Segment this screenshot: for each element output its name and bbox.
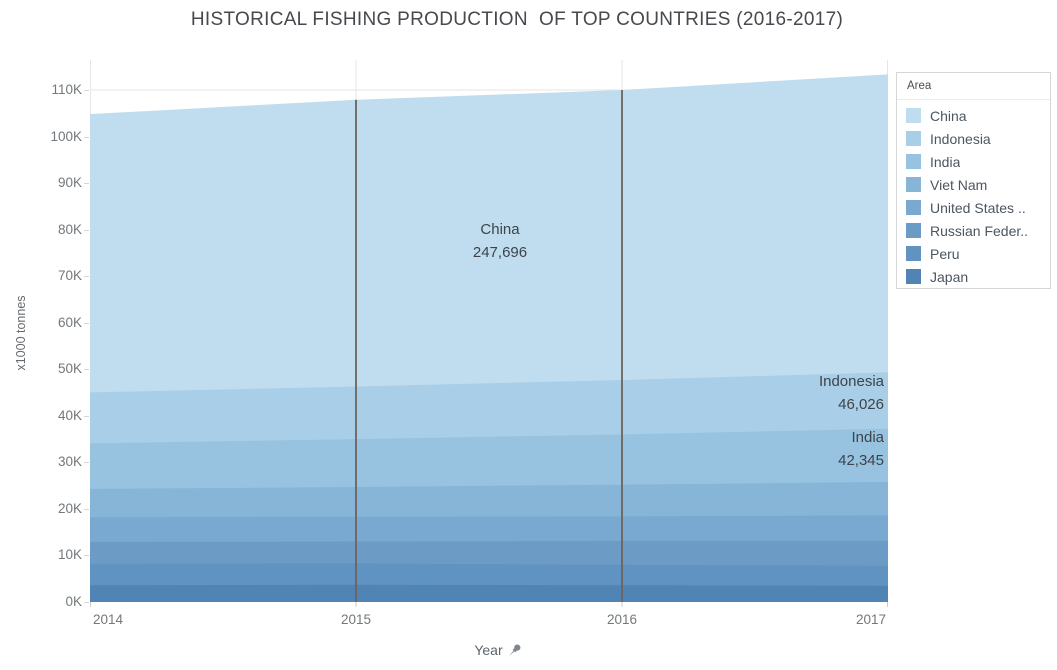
annotation-indonesia: Indonesia 46,026: [774, 371, 884, 416]
legend-item-viet-nam[interactable]: Viet Nam: [906, 173, 1050, 196]
annotation-china-value: 247,696: [472, 243, 528, 261]
legend-item-label: India: [930, 153, 961, 170]
legend-swatch: [906, 131, 921, 146]
annotation-indonesia-name: Indonesia: [818, 373, 884, 390]
y-tick-label: 60K: [34, 315, 89, 331]
legend-items: China Indonesia India Viet Nam United States…: [897, 100, 1050, 288]
x-tick-label: 2014: [92, 612, 124, 627]
y-tick-label: 20K: [34, 501, 89, 517]
y-tick-label: 10K: [34, 547, 89, 563]
legend-title: Area: [897, 73, 1050, 100]
annotation-india-value: 42,345: [838, 451, 884, 469]
legend-swatch: [906, 269, 921, 284]
legend-swatch: [906, 200, 921, 215]
legend-item-russian-feder[interactable]: Russian Feder..: [906, 219, 1050, 242]
legend-swatch: [906, 223, 921, 238]
legend-item-label: United States ..: [930, 199, 1026, 216]
legend-swatch: [906, 154, 921, 169]
annotation-india-name: India: [851, 429, 884, 446]
legend-swatch: [906, 177, 921, 192]
chart-title: HISTORICAL FISHING PRODUCTION OF TOP COU…: [190, 9, 844, 30]
legend-item-indonesia[interactable]: Indonesia: [906, 127, 1050, 150]
legend-item-label: Japan: [930, 268, 969, 285]
x-tick-label: 2015: [340, 612, 372, 627]
y-tick-label: 50K: [34, 361, 89, 377]
legend-item-label: Viet Nam: [930, 176, 988, 193]
legend-item-label: Indonesia: [930, 130, 991, 147]
legend-item-label: Peru: [930, 245, 960, 262]
y-tick-label: 90K: [34, 175, 89, 191]
reference-lines: [355, 90, 623, 602]
y-tick-label: 40K: [34, 408, 89, 424]
y-tick-label: 0K: [34, 594, 89, 610]
annotation-indonesia-value: 46,026: [838, 395, 884, 413]
legend-item-india[interactable]: India: [906, 150, 1050, 173]
plot-area[interactable]: [90, 60, 888, 608]
legend-item-china[interactable]: China: [906, 104, 1050, 127]
legend-item-japan[interactable]: Japan: [906, 265, 1050, 288]
x-axis-title-label: Year: [474, 642, 503, 658]
legend-swatch: [906, 246, 921, 261]
y-tick-label: 80K: [34, 222, 89, 238]
x-tick-label: 2017: [855, 612, 887, 627]
area-Japan: [90, 584, 888, 602]
legend-item-peru[interactable]: Peru: [906, 242, 1050, 265]
annotation-india: India 42,345: [774, 427, 884, 472]
annotation-china-name: China: [480, 221, 520, 238]
legend: Area China Indonesia India Viet Nam United S…: [896, 72, 1051, 289]
legend-swatch: [906, 108, 921, 123]
y-tick-label: 100K: [34, 129, 89, 145]
y-axis-title: x1000 tonnes: [14, 295, 28, 371]
y-tick-label: 110K: [34, 82, 89, 98]
x-tick-marks: [90, 602, 888, 607]
stacked-area-chart: [90, 60, 888, 607]
x-axis-title: Year: [0, 642, 996, 660]
legend-item-united-states[interactable]: United States ..: [906, 196, 1050, 219]
pin-icon: [508, 643, 522, 660]
area-series: [90, 74, 888, 602]
annotation-china: China 247,696: [430, 219, 570, 264]
y-tick-label: 70K: [34, 268, 89, 284]
legend-item-label: China: [930, 107, 967, 124]
legend-item-label: Russian Feder..: [930, 222, 1029, 239]
y-tick-label: 30K: [34, 454, 89, 470]
x-tick-label: 2016: [606, 612, 638, 627]
